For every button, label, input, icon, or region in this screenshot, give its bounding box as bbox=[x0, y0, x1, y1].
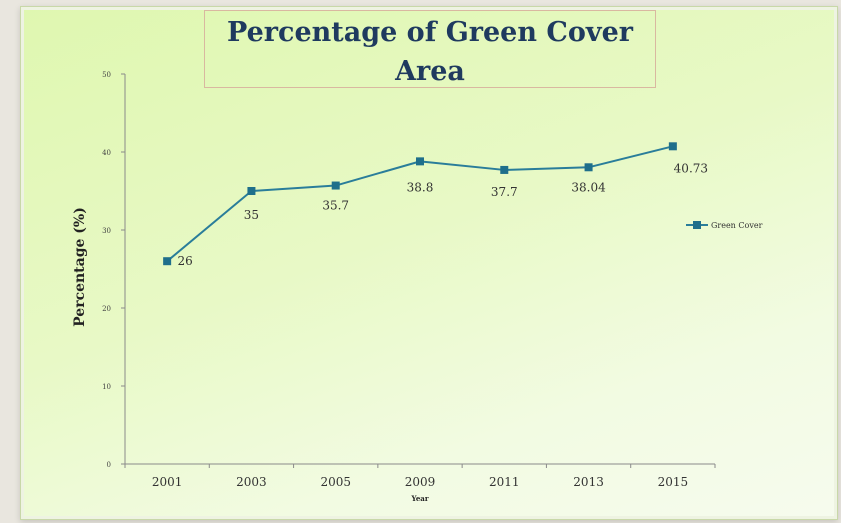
data-point-marker bbox=[500, 165, 509, 174]
chart-title-box: Percentage of Green Cover Area bbox=[204, 10, 656, 88]
y-tick-label: 10 bbox=[102, 383, 111, 391]
data-point-marker bbox=[416, 157, 424, 166]
y-tick-label: 0 bbox=[107, 461, 111, 469]
x-tick-label: 2013 bbox=[573, 475, 604, 489]
x-axis: 2001 2003 2005 2009 2011 2013 2015 bbox=[124, 463, 716, 489]
y-tick-label: 40 bbox=[102, 149, 111, 157]
data-label: 35.7 bbox=[322, 199, 349, 213]
data-label: 26 bbox=[178, 254, 193, 268]
data-label: 40.73 bbox=[674, 161, 708, 175]
y-tick-label: 20 bbox=[102, 305, 111, 313]
y-tick-label: 30 bbox=[102, 227, 111, 235]
data-point-marker bbox=[584, 163, 593, 172]
data-label: 37.7 bbox=[491, 185, 518, 199]
x-tick-label: 2005 bbox=[320, 475, 351, 489]
x-tick-label: 2009 bbox=[405, 475, 436, 489]
series-green-cover: 26 35 35.7 38.8 37.7 38.04 40.73 bbox=[163, 142, 708, 268]
legend: Green Cover bbox=[686, 221, 763, 230]
x-tick-label: 2015 bbox=[658, 475, 689, 489]
data-label: 38.04 bbox=[571, 180, 606, 194]
chart-title-line-2: Area bbox=[395, 56, 465, 87]
data-point-marker bbox=[331, 181, 340, 190]
data-label: 35 bbox=[244, 208, 259, 222]
chart-title-line-1: Percentage of Green Cover bbox=[227, 17, 633, 48]
y-tick-label: 50 bbox=[102, 71, 111, 79]
legend-marker-swatch bbox=[693, 221, 701, 229]
data-point-marker bbox=[163, 257, 172, 266]
data-label: 38.8 bbox=[407, 180, 434, 194]
x-tick-label: 2003 bbox=[236, 475, 267, 489]
x-tick-label: 2011 bbox=[489, 475, 520, 489]
y-axis: 0 10 20 30 40 50 bbox=[102, 71, 126, 469]
x-tick-label: 2001 bbox=[152, 475, 183, 489]
data-point-marker bbox=[247, 187, 256, 195]
data-point-marker bbox=[668, 142, 677, 151]
slide-background bbox=[20, 6, 838, 520]
x-axis-title: Year bbox=[410, 494, 428, 503]
legend-label: Green Cover bbox=[711, 221, 763, 230]
y-axis-title: Percentage (%) bbox=[72, 207, 88, 327]
